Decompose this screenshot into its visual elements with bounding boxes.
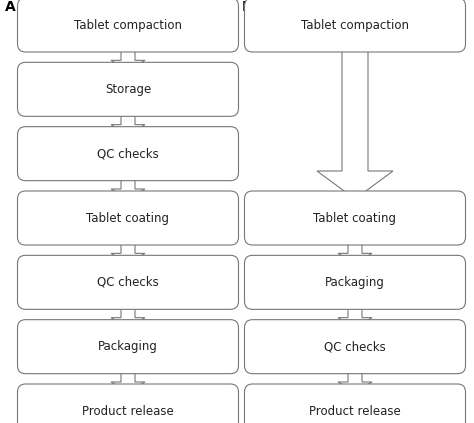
Polygon shape xyxy=(111,173,145,199)
Polygon shape xyxy=(111,237,145,264)
Text: B: B xyxy=(242,0,253,14)
FancyBboxPatch shape xyxy=(18,62,238,116)
FancyBboxPatch shape xyxy=(18,126,238,181)
Text: Storage: Storage xyxy=(105,83,151,96)
FancyBboxPatch shape xyxy=(245,191,465,245)
Text: QC checks: QC checks xyxy=(324,340,386,353)
Text: Packaging: Packaging xyxy=(98,340,158,353)
Text: QC checks: QC checks xyxy=(97,147,159,160)
Polygon shape xyxy=(338,237,372,264)
FancyBboxPatch shape xyxy=(18,191,238,245)
Text: Tablet coating: Tablet coating xyxy=(313,212,396,225)
FancyBboxPatch shape xyxy=(18,0,238,52)
FancyBboxPatch shape xyxy=(245,384,465,423)
FancyBboxPatch shape xyxy=(245,0,465,52)
Text: Tablet compaction: Tablet compaction xyxy=(301,19,409,31)
Text: QC checks: QC checks xyxy=(97,276,159,289)
FancyBboxPatch shape xyxy=(18,384,238,423)
Text: Product release: Product release xyxy=(82,404,174,418)
Polygon shape xyxy=(111,301,145,328)
FancyBboxPatch shape xyxy=(245,255,465,309)
Text: Tablet compaction: Tablet compaction xyxy=(74,19,182,31)
FancyBboxPatch shape xyxy=(18,255,238,309)
Polygon shape xyxy=(111,108,145,135)
FancyBboxPatch shape xyxy=(245,320,465,374)
Text: Product release: Product release xyxy=(309,404,401,418)
Polygon shape xyxy=(111,44,145,70)
Text: Tablet coating: Tablet coating xyxy=(86,212,170,225)
FancyBboxPatch shape xyxy=(18,320,238,374)
Polygon shape xyxy=(338,365,372,392)
Polygon shape xyxy=(111,365,145,392)
Polygon shape xyxy=(317,44,393,199)
Polygon shape xyxy=(338,301,372,328)
Text: A: A xyxy=(5,0,16,14)
Text: Packaging: Packaging xyxy=(325,276,385,289)
